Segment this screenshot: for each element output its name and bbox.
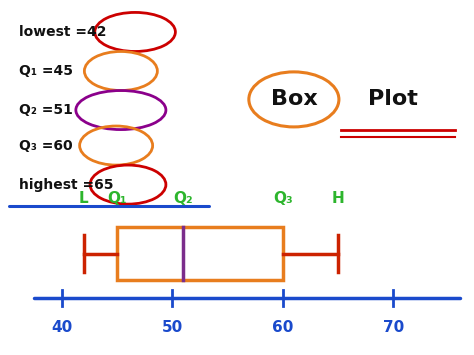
Text: 70: 70 [383, 320, 404, 334]
Text: Q₂ =51: Q₂ =51 [19, 103, 73, 117]
Text: Plot: Plot [368, 89, 419, 109]
Text: lowest =42: lowest =42 [19, 25, 107, 39]
Text: Q₃ =60: Q₃ =60 [19, 138, 73, 153]
Text: L: L [79, 191, 89, 206]
Text: 50: 50 [162, 320, 183, 334]
Bar [117, 227, 283, 280]
Text: Q₁: Q₁ [107, 191, 127, 206]
Text: H: H [332, 191, 345, 206]
Text: 60: 60 [272, 320, 293, 334]
Text: Q₂: Q₂ [173, 191, 193, 206]
Text: Q₃: Q₃ [273, 191, 292, 206]
Text: highest =65: highest =65 [19, 178, 113, 192]
Text: Box: Box [271, 89, 317, 109]
Text: Q₁ =45: Q₁ =45 [19, 64, 73, 78]
Text: 40: 40 [51, 320, 72, 334]
